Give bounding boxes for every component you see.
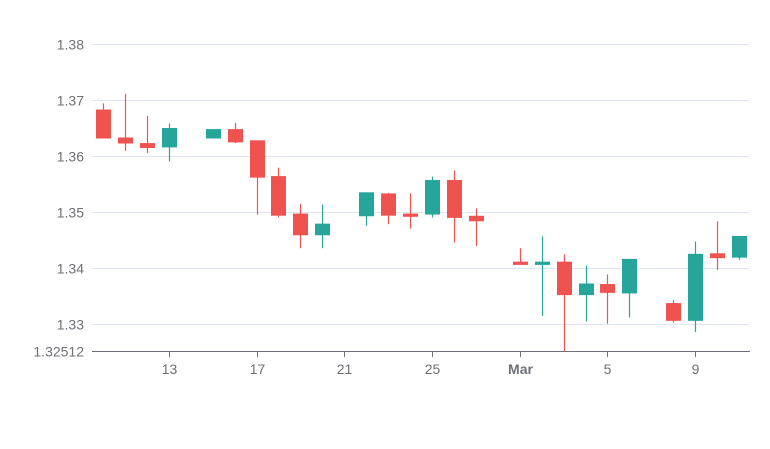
candle [118, 93, 133, 151]
candle [666, 300, 681, 323]
candle-body [228, 129, 243, 143]
candle [469, 208, 484, 246]
candle [600, 274, 615, 324]
candle [403, 193, 418, 229]
candle [579, 265, 594, 322]
candle [513, 248, 528, 265]
candle [557, 254, 572, 351]
candle-body [381, 193, 396, 216]
candle-body [96, 109, 111, 139]
candle [381, 192, 396, 225]
x-tick-label: 21 [337, 361, 353, 377]
y-tick-label: 1.33 [57, 317, 84, 333]
candle [447, 170, 462, 243]
candle [359, 192, 374, 226]
candle [293, 203, 308, 249]
candle-body [293, 213, 308, 236]
y-tick-label: 1.32512 [33, 344, 84, 360]
candle-body [118, 137, 133, 144]
candle [688, 241, 703, 333]
x-tick-label: 5 [604, 361, 612, 377]
x-tick-label: 25 [425, 361, 441, 377]
candle-body [140, 143, 155, 148]
y-tick-label: 1.38 [57, 37, 84, 53]
y-tick-label: 1.37 [57, 93, 84, 109]
candle-body [359, 192, 374, 217]
candle-body [315, 223, 330, 236]
candle-body [250, 140, 265, 178]
candle [96, 103, 111, 139]
candle-body [688, 253, 703, 321]
y-tick-label: 1.36 [57, 149, 84, 165]
candle [710, 221, 725, 270]
candle [271, 167, 286, 218]
candle-body [425, 179, 440, 215]
candle-body [557, 261, 572, 296]
grid-lines [92, 44, 750, 325]
y-tick-label: 1.34 [57, 261, 84, 277]
candle [140, 116, 155, 154]
x-tick-label: 9 [692, 361, 700, 377]
candle-body [732, 235, 747, 258]
candle-body [162, 127, 177, 148]
candle-body [206, 129, 221, 139]
x-tick-label: Mar [508, 361, 533, 377]
candle-body [447, 179, 462, 218]
x-tick-label: 17 [250, 361, 266, 377]
y-axis-ticks: 1.38 1.37 1.36 1.35 1.34 1.33 1.32512 [33, 37, 84, 360]
x-axis-ticks: 13 17 21 25 Mar 5 9 [162, 351, 700, 377]
candle [250, 140, 265, 215]
candle [228, 122, 243, 144]
candle [206, 129, 221, 139]
candle [315, 204, 330, 249]
candles [96, 93, 747, 351]
candle [535, 236, 550, 316]
candle-body [622, 258, 637, 294]
candle [732, 235, 747, 260]
candle-body [666, 303, 681, 321]
candle [162, 123, 177, 162]
candle-body [513, 261, 528, 265]
candle [622, 258, 637, 318]
x-tick-label: 13 [162, 361, 178, 377]
candle-body [710, 253, 725, 259]
candle [425, 176, 440, 218]
candle-body [535, 261, 550, 265]
y-tick-label: 1.35 [57, 205, 84, 221]
candle-body [271, 176, 286, 216]
candle-body [403, 213, 418, 217]
candle-body [469, 215, 484, 222]
candle-body [579, 283, 594, 296]
candle-body [600, 284, 615, 293]
